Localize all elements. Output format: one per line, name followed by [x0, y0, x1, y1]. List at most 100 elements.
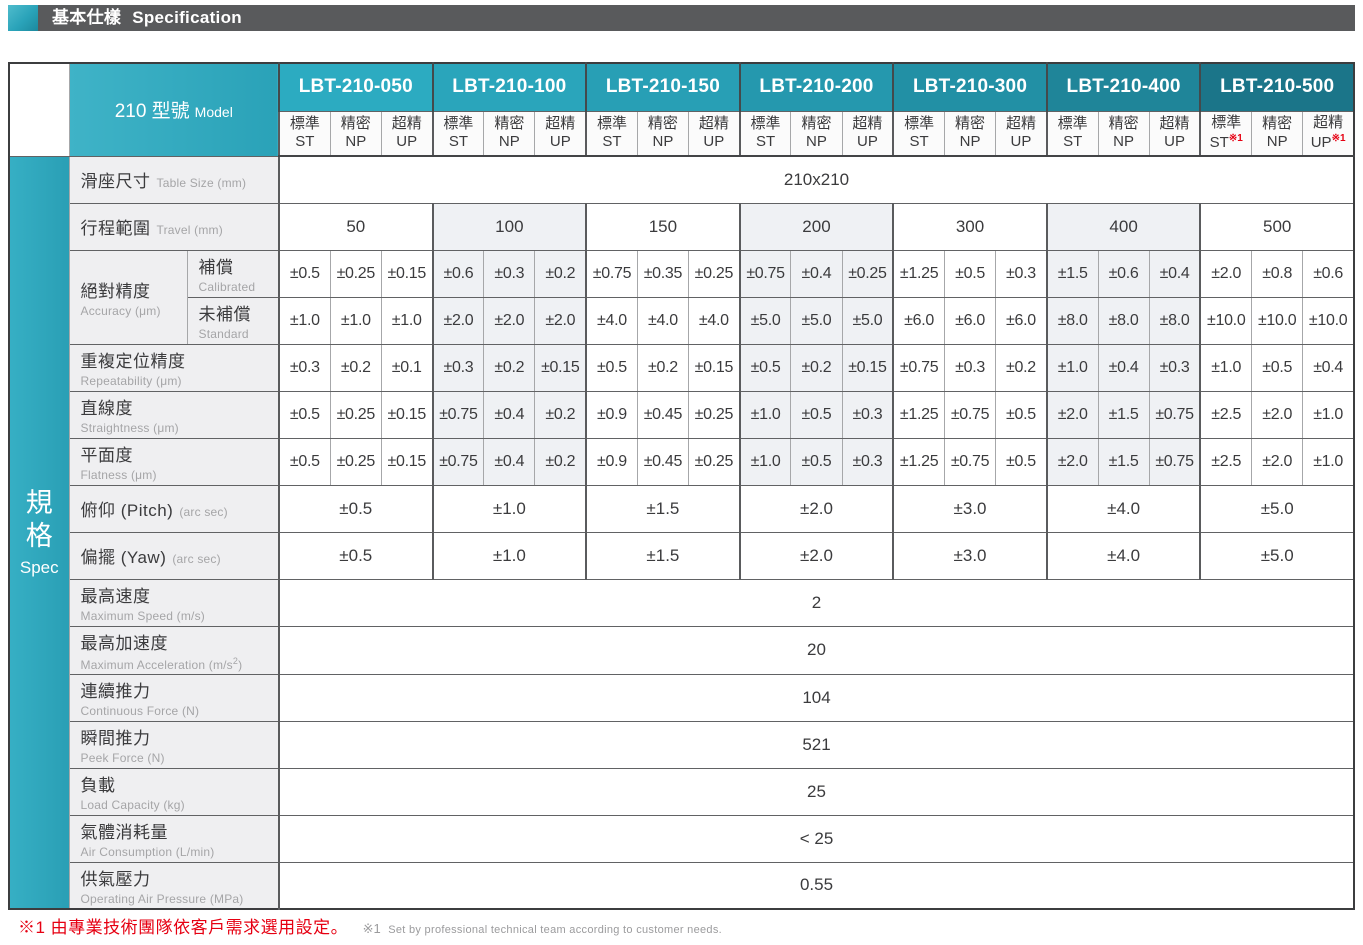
model-header-200: LBT-210-200	[738, 62, 894, 112]
row-load: 負載 Load Capacity (kg) 25	[9, 767, 1355, 816]
label-max-speed: 最高速度 Maximum Speed (m/s)	[68, 578, 280, 627]
straightness-value: ±0.75	[1148, 390, 1201, 439]
footnote-en: Set by professional technical team accor…	[388, 924, 723, 936]
straightness-value: ±0.2	[534, 390, 587, 439]
label-straightness: 直線度 Straightness (μm)	[68, 390, 280, 439]
value-table-size: 210x210	[278, 155, 1355, 204]
yaw-value: ±2.0	[738, 531, 894, 580]
flatness-value: ±1.0	[738, 437, 792, 486]
pitch-value: ±3.0	[892, 484, 1048, 533]
repeatability-value: ±0.5	[585, 343, 638, 392]
straightness-value: ±2.0	[1045, 390, 1099, 439]
grade-header: 精密 NP	[1251, 110, 1304, 157]
yaw-value: ±1.5	[585, 531, 741, 580]
label-repeatability: 重複定位精度 Repeatability (μm)	[68, 343, 280, 392]
travel-value: 400	[1045, 202, 1201, 251]
spec-table: 210 型號 Model LBT-210-050 LBT-210-100 LBT-…	[8, 62, 1355, 910]
flatness-value: ±0.3	[841, 437, 894, 486]
calibrated-value: ±0.75	[738, 249, 792, 298]
calibrated-value: ±0.25	[329, 249, 382, 298]
repeatability-value: ±0.75	[892, 343, 945, 392]
grade-header: 超精 UP	[534, 110, 587, 157]
label-load: 負載 Load Capacity (kg)	[68, 767, 280, 816]
value-air-cons: < 25	[278, 814, 1355, 863]
straightness-value: ±0.25	[687, 390, 741, 439]
yaw-value: ±0.5	[278, 531, 434, 580]
grade-header: 標準 ST	[738, 110, 792, 157]
label-max-accel: 最高加速度 Maximum Acceleration (m/s2)	[68, 625, 280, 675]
standard-value: ±6.0	[995, 296, 1048, 345]
grade-header-st-note: 標準 ST※1	[1199, 110, 1253, 157]
calibrated-value: ±1.5	[1045, 249, 1099, 298]
flatness-value: ±0.45	[636, 437, 690, 486]
straightness-value: ±0.5	[277, 390, 331, 439]
label-yaw: 偏擺 (Yaw) (arc sec)	[68, 531, 280, 580]
standard-value: ±8.0	[1097, 296, 1150, 345]
calibrated-value: ±0.8	[1251, 249, 1304, 298]
standard-value: ±6.0	[892, 296, 945, 345]
standard-value: ±8.0	[1148, 296, 1201, 345]
calibrated-value: ±0.6	[431, 249, 485, 298]
repeatability-value: ±0.2	[636, 343, 690, 392]
straightness-value: ±1.0	[738, 390, 792, 439]
section-title: 基本仕樣 Specification	[8, 5, 1355, 31]
row-peek-force: 瞬間推力 Peek Force (N) 521	[9, 720, 1355, 769]
row-yaw: 偏擺 (Yaw) (arc sec) ±0.5 ±1.0 ±1.5 ±2.0 ±3…	[9, 531, 1355, 580]
calibrated-value: ±0.15	[380, 249, 434, 298]
repeatability-value: ±0.3	[1148, 343, 1201, 392]
grade-header: 超精 UP	[995, 110, 1048, 157]
row-straightness: 直線度 Straightness (μm) ±0.5 ±0.25 ±0.15 ±…	[9, 390, 1355, 439]
flatness-value: ±2.0	[1251, 437, 1304, 486]
standard-value: ±1.0	[380, 296, 434, 345]
label-standard: 未補償 Standard	[186, 296, 280, 345]
label-air-cons: 氣體消耗量 Air Consumption (L/min)	[68, 814, 280, 863]
standard-value: ±5.0	[790, 296, 843, 345]
footnote-en-marker: ※1	[362, 921, 381, 936]
model-header-050: LBT-210-050	[278, 62, 434, 112]
grade-header: 精密 NP	[329, 110, 382, 157]
row-accuracy-standard: 未補償 Standard ±1.0 ±1.0 ±1.0 ±2.0 ±2.0 ±2…	[9, 296, 1355, 345]
repeatability-value: ±1.0	[1045, 343, 1099, 392]
straightness-value: ±0.75	[431, 390, 485, 439]
standard-value: ±10.0	[1251, 296, 1304, 345]
grade-header: 精密 NP	[483, 110, 536, 157]
label-calibrated: 補償 Calibrated	[186, 249, 280, 298]
grade-header: 精密 NP	[790, 110, 843, 157]
travel-value: 300	[892, 202, 1048, 251]
calibrated-value: ±0.5	[943, 249, 997, 298]
repeatability-value: ±0.2	[995, 343, 1048, 392]
grade-header: 標準 ST	[277, 110, 331, 157]
calibrated-value: ±0.3	[483, 249, 536, 298]
row-max-speed: 最高速度 Maximum Speed (m/s) 2	[9, 578, 1355, 627]
row-air-press: 供氣壓力 Operating Air Pressure (MPa) 0.55	[9, 861, 1355, 910]
standard-value: ±5.0	[738, 296, 792, 345]
label-accuracy: 絕對精度 Accuracy (μm)	[68, 249, 188, 345]
title-accent-block	[8, 5, 38, 31]
straightness-value: ±1.5	[1097, 390, 1150, 439]
grade-header: 標準 ST	[1045, 110, 1099, 157]
standard-value: ±10.0	[1302, 296, 1355, 345]
flatness-value: ±0.75	[1148, 437, 1201, 486]
grade-header: 超精 UP	[841, 110, 894, 157]
value-max-accel: 20	[278, 625, 1355, 675]
label-peek-force: 瞬間推力 Peek Force (N)	[68, 720, 280, 769]
row-pitch: 俯仰 (Pitch) (arc sec) ±0.5 ±1.0 ±1.5 ±2.0 …	[9, 484, 1355, 533]
section-title-en: Specification	[132, 8, 242, 27]
grade-header: 超精 UP	[1148, 110, 1201, 157]
calibrated-value: ±0.25	[841, 249, 894, 298]
flatness-value: ±0.15	[380, 437, 434, 486]
calibrated-value: ±0.6	[1097, 249, 1150, 298]
travel-value: 100	[431, 202, 587, 251]
pitch-value: ±1.5	[585, 484, 741, 533]
flatness-value: ±0.2	[534, 437, 587, 486]
value-max-speed: 2	[278, 578, 1355, 627]
flatness-value: ±1.25	[892, 437, 945, 486]
label-table-size: 滑座尺寸 Table Size (mm)	[68, 155, 280, 204]
calibrated-value: ±0.5	[277, 249, 331, 298]
straightness-value: ±0.3	[841, 390, 894, 439]
standard-value: ±2.0	[431, 296, 485, 345]
repeatability-value: ±0.4	[1302, 343, 1355, 392]
flatness-value: ±1.0	[1302, 437, 1355, 486]
standard-value: ±2.0	[534, 296, 587, 345]
grade-header: 標準 ST	[431, 110, 485, 157]
